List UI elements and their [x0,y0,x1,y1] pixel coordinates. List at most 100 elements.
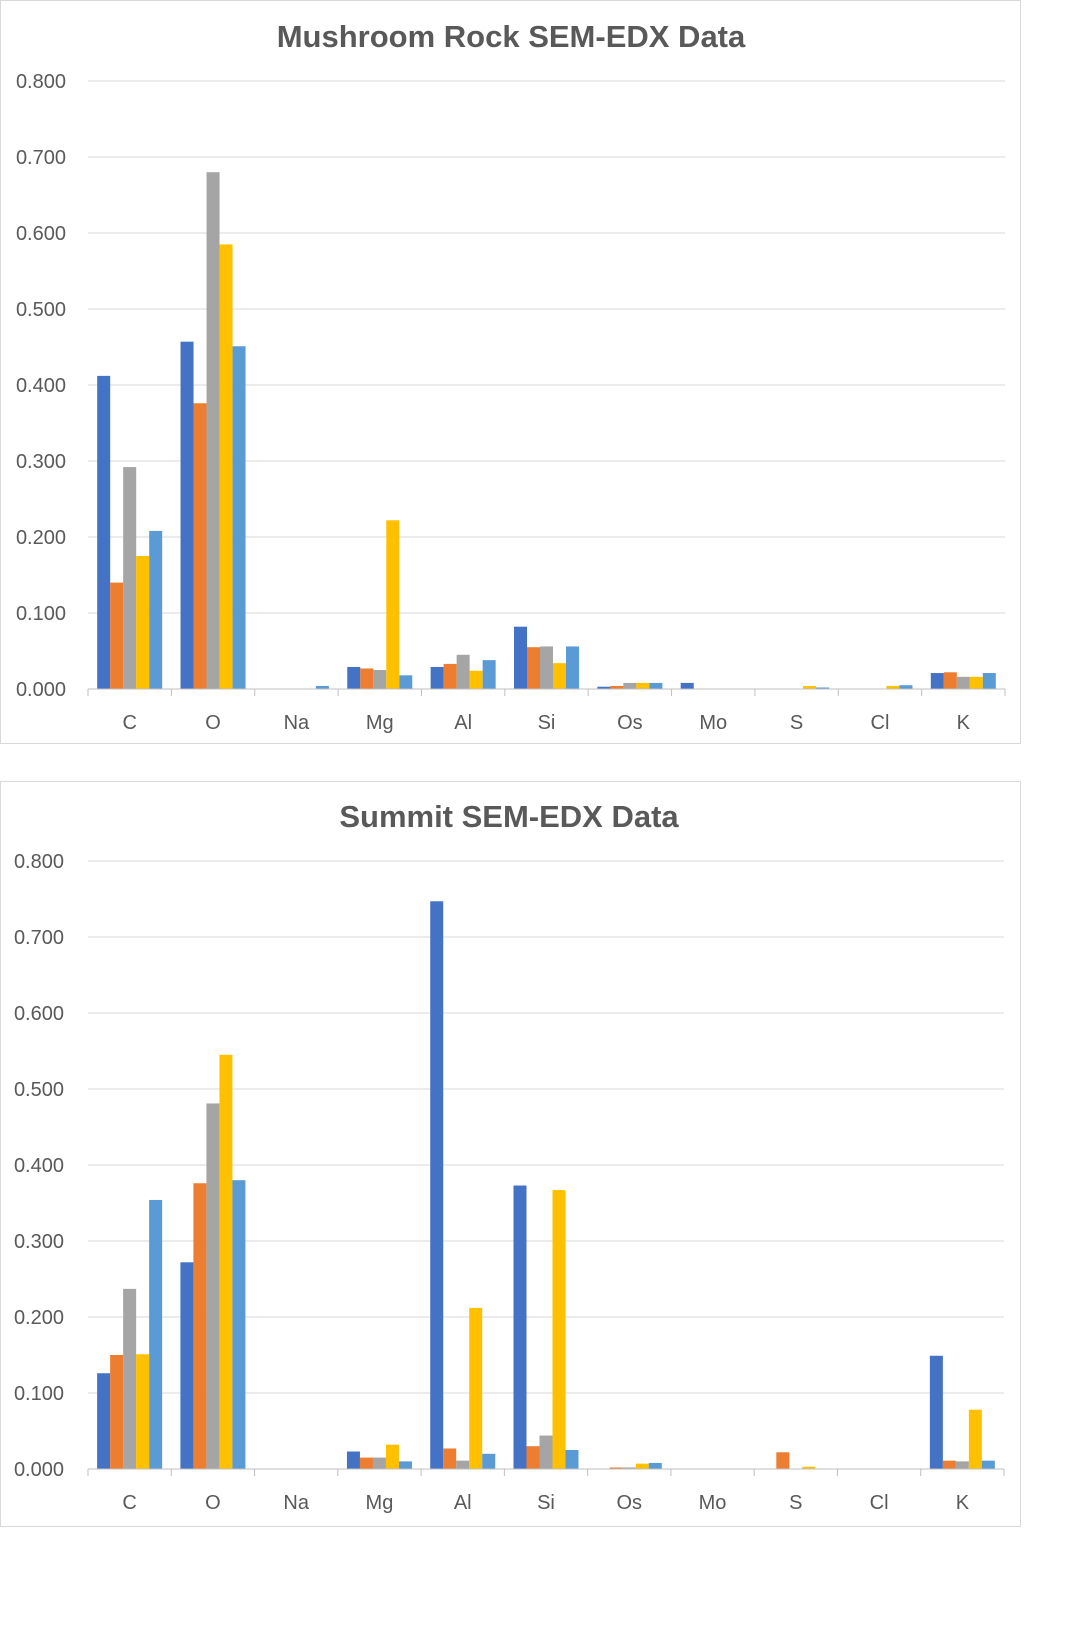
bar-os-series-1 [597,686,611,689]
x-axis-category-labels: C O Na Mg Al Si Os Mo S Cl K [122,1492,969,1514]
bar-o-series-3 [206,172,220,689]
series-1 [97,901,943,1469]
x-category-label: Mg [366,712,394,734]
bar-s-series-5 [816,687,830,689]
bar-al-series-2 [443,663,457,689]
bar-c-series-1 [97,375,111,689]
bar-os-series-4 [636,682,650,689]
bar-si-series-4 [552,1190,566,1469]
series-4 [136,1054,982,1469]
x-category-label: Os [616,1492,642,1514]
bar-os-series-5 [648,1462,662,1469]
bar-mo-series-1 [680,682,694,689]
y-tick-label: 0.300 [14,1231,64,1253]
bar-k-series-4 [969,676,983,689]
bar-os-series-5 [649,682,663,689]
bar-os-series-4 [635,1463,649,1469]
x-category-label: Mo [699,712,727,734]
x-category-label: Mo [699,1492,727,1514]
bar-c-series-5 [149,530,163,689]
bar-cl-series-5 [899,685,913,689]
bar-al-series-3 [456,1460,470,1469]
x-category-label: Al [454,1492,472,1514]
mushroom-rock-chart: Mushroom Rock SEM-EDX Data 0.000 0.100 0.2… [0,0,1021,744]
bar-s-series-2 [776,1452,790,1469]
bar-mg-series-5 [399,675,413,689]
x-category-label: Si [537,1492,555,1514]
bar-o-series-5 [232,346,246,689]
chart-title: Mushroom Rock SEM-EDX Data [277,19,746,54]
y-tick-label: 0.400 [16,375,66,397]
bar-si-series-3 [540,646,553,689]
x-category-label: K [956,1492,970,1514]
x-category-label: Mg [366,1492,394,1514]
series-3 [123,172,970,689]
bar-si-series-1 [514,626,527,689]
x-category-label: O [205,712,221,734]
y-tick-label: 0.200 [16,527,66,549]
x-axis-tick-marks [87,689,1006,696]
bar-o-series-4 [219,244,233,689]
bar-si-series-4 [553,663,566,689]
series-4 [136,244,983,689]
bar-c-series-1 [97,1373,111,1469]
x-category-label: Cl [871,712,890,734]
bar-o-series-2 [193,403,207,689]
x-axis-tick-marks [87,1469,1005,1476]
bar-o-series-5 [232,1180,246,1469]
bar-c-series-4 [136,556,150,689]
x-category-label: Cl [870,1492,889,1514]
bar-k-series-1 [929,1355,943,1469]
bar-al-series-5 [482,660,496,689]
series-5 [149,1180,995,1469]
bar-o-series-2 [193,1183,207,1469]
chart-title: Summit SEM-EDX Data [339,799,679,834]
bar-al-series-4 [469,670,483,689]
bar-na-series-5 [315,685,329,689]
bar-o-series-4 [219,1054,233,1469]
series-1 [97,341,944,689]
bar-mg-series-3 [372,1457,386,1469]
bar-o-series-1 [180,341,194,689]
series-2 [110,403,957,689]
x-category-label: C [122,1492,136,1514]
y-tick-label: 0.600 [14,1003,64,1025]
bar-mg-series-2 [359,1457,373,1469]
bar-mg-series-4 [386,520,400,689]
x-category-label: O [205,1492,221,1514]
bar-cl-series-4 [886,685,900,689]
bar-k-series-1 [930,673,944,689]
bar-mg-series-2 [360,668,374,689]
bar-k-series-5 [981,1460,995,1469]
bar-s-series-4 [802,1466,816,1469]
x-category-label: Na [284,712,310,734]
y-tick-label: 0.100 [16,603,66,625]
series-3 [123,1103,969,1469]
y-tick-label: 0.700 [16,147,66,169]
y-tick-label: 0.200 [14,1307,64,1329]
bar-k-series-2 [942,1460,956,1469]
bar-c-series-2 [110,1355,124,1469]
bar-c-series-3 [123,467,137,689]
bar-os-series-2 [609,1467,623,1469]
bar-c-series-2 [110,582,124,689]
bar-al-series-4 [469,1307,483,1469]
y-tick-label: 0.600 [16,223,66,245]
summit-chart-svg: Summit SEM-EDX Data 0.000 0.100 0.200 0.300… [14,799,1005,1514]
y-tick-label: 0.000 [14,1459,64,1481]
bar-k-series-3 [956,676,970,689]
bar-al-series-1 [430,901,444,1469]
bar-si-series-2 [527,647,540,689]
series-5 [149,346,996,689]
bar-al-series-2 [443,1448,457,1469]
bar-o-series-3 [206,1103,220,1469]
y-tick-label: 0.400 [14,1155,64,1177]
x-category-label: S [790,712,803,734]
y-tick-label: 0.800 [16,71,66,93]
bar-c-series-5 [149,1199,163,1469]
bar-si-series-3 [539,1435,553,1469]
bar-k-series-4 [968,1409,982,1469]
bar-os-series-3 [622,1467,636,1469]
bar-mg-series-3 [373,670,387,689]
y-axis-tick-labels: 0.000 0.100 0.200 0.300 0.400 0.500 0.600 0.700… [14,851,64,1481]
